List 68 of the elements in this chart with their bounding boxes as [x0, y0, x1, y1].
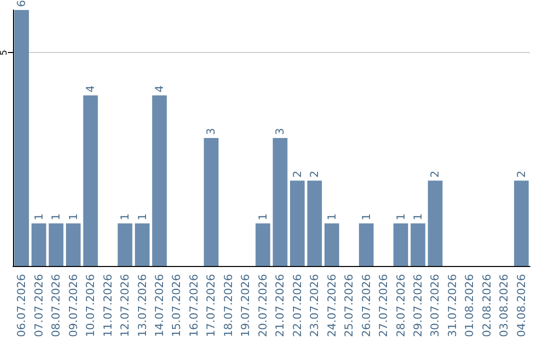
bar [256, 223, 270, 266]
bar [290, 180, 305, 266]
data-label: 4 [152, 85, 166, 92]
data-label: 1 [136, 213, 149, 220]
bar [204, 138, 219, 266]
x-tick-label: 09.07.2026 [66, 274, 80, 338]
bar [152, 95, 167, 266]
data-label: 2 [428, 170, 442, 178]
data-label: 1 [325, 213, 338, 220]
x-tick-label: 19.07.2026 [239, 274, 252, 338]
x-tick-label: 23.07.2026 [308, 274, 322, 338]
bar [514, 180, 529, 266]
bar [134, 223, 150, 266]
x-tick-label: 14.07.2026 [152, 274, 166, 338]
x-tick-label: 17.07.2026 [204, 274, 218, 338]
bar [410, 223, 426, 266]
x-tick-label: 07.07.2026 [32, 274, 46, 338]
data-label: 2 [290, 170, 304, 178]
x-tick-label: 11.07.2026 [101, 274, 114, 338]
bar [428, 180, 443, 266]
x-tick-label: 18.07.2026 [222, 274, 235, 338]
bar [393, 223, 408, 266]
x-tick-label: 30.07.2026 [428, 274, 442, 338]
data-label: 1 [66, 213, 80, 220]
x-tick-label: 20.07.2026 [256, 274, 270, 338]
x-tick-label: 01.08.2026 [463, 274, 476, 338]
x-tick-label: 31.07.2026 [446, 274, 459, 338]
x-tick-label: 24.07.2026 [325, 274, 338, 338]
data-label: 1 [394, 213, 408, 220]
data-label: 1 [118, 213, 132, 220]
x-tick-label: 15.07.2026 [170, 274, 184, 338]
x-tick-label: 22.07.2026 [290, 274, 304, 338]
data-label: 1 [411, 213, 424, 220]
bar [118, 223, 132, 266]
x-tick-label: 25.07.2026 [342, 274, 356, 338]
x-tick-label: 29.07.2026 [411, 274, 424, 338]
data-label: 3 [204, 128, 218, 136]
data-label: 1 [256, 213, 270, 220]
bar [307, 180, 322, 266]
bar [358, 223, 374, 266]
data-label: 1 [360, 213, 373, 220]
data-label: 2 [514, 170, 528, 178]
data-label: 1 [32, 213, 46, 220]
data-label: 1 [50, 213, 63, 220]
x-tick-label: 26.07.2026 [360, 274, 373, 338]
x-tick-label: 04.08.2026 [514, 274, 528, 338]
y-tick-label: 5 [0, 50, 10, 56]
data-label: 2 [308, 170, 322, 178]
bar [324, 223, 340, 266]
x-tick-label: 16.07.2026 [187, 274, 200, 338]
x-tick-label: 08.07.2026 [50, 274, 63, 338]
x-tick-label: 21.07.2026 [274, 274, 287, 338]
x-tick-label: 03.08.2026 [498, 274, 511, 338]
x-tick-label: 28.07.2026 [394, 274, 408, 338]
x-tick-label: 12.07.2026 [118, 274, 132, 338]
bar [48, 223, 64, 266]
data-label: 3 [274, 128, 287, 136]
bar [32, 223, 46, 266]
x-tick-label: 13.07.2026 [136, 274, 149, 338]
x-tick-label: 02.08.2026 [480, 274, 494, 338]
x-tick-label: 27.07.2026 [377, 274, 390, 338]
bar [66, 223, 81, 266]
x-tick-label: 10.07.2026 [84, 274, 98, 338]
x-tick-label: 06.07.2026 [15, 274, 28, 338]
bar [272, 138, 288, 266]
data-label: 4 [84, 85, 98, 92]
data-label: 6 [15, 0, 28, 7]
bar [83, 95, 98, 266]
